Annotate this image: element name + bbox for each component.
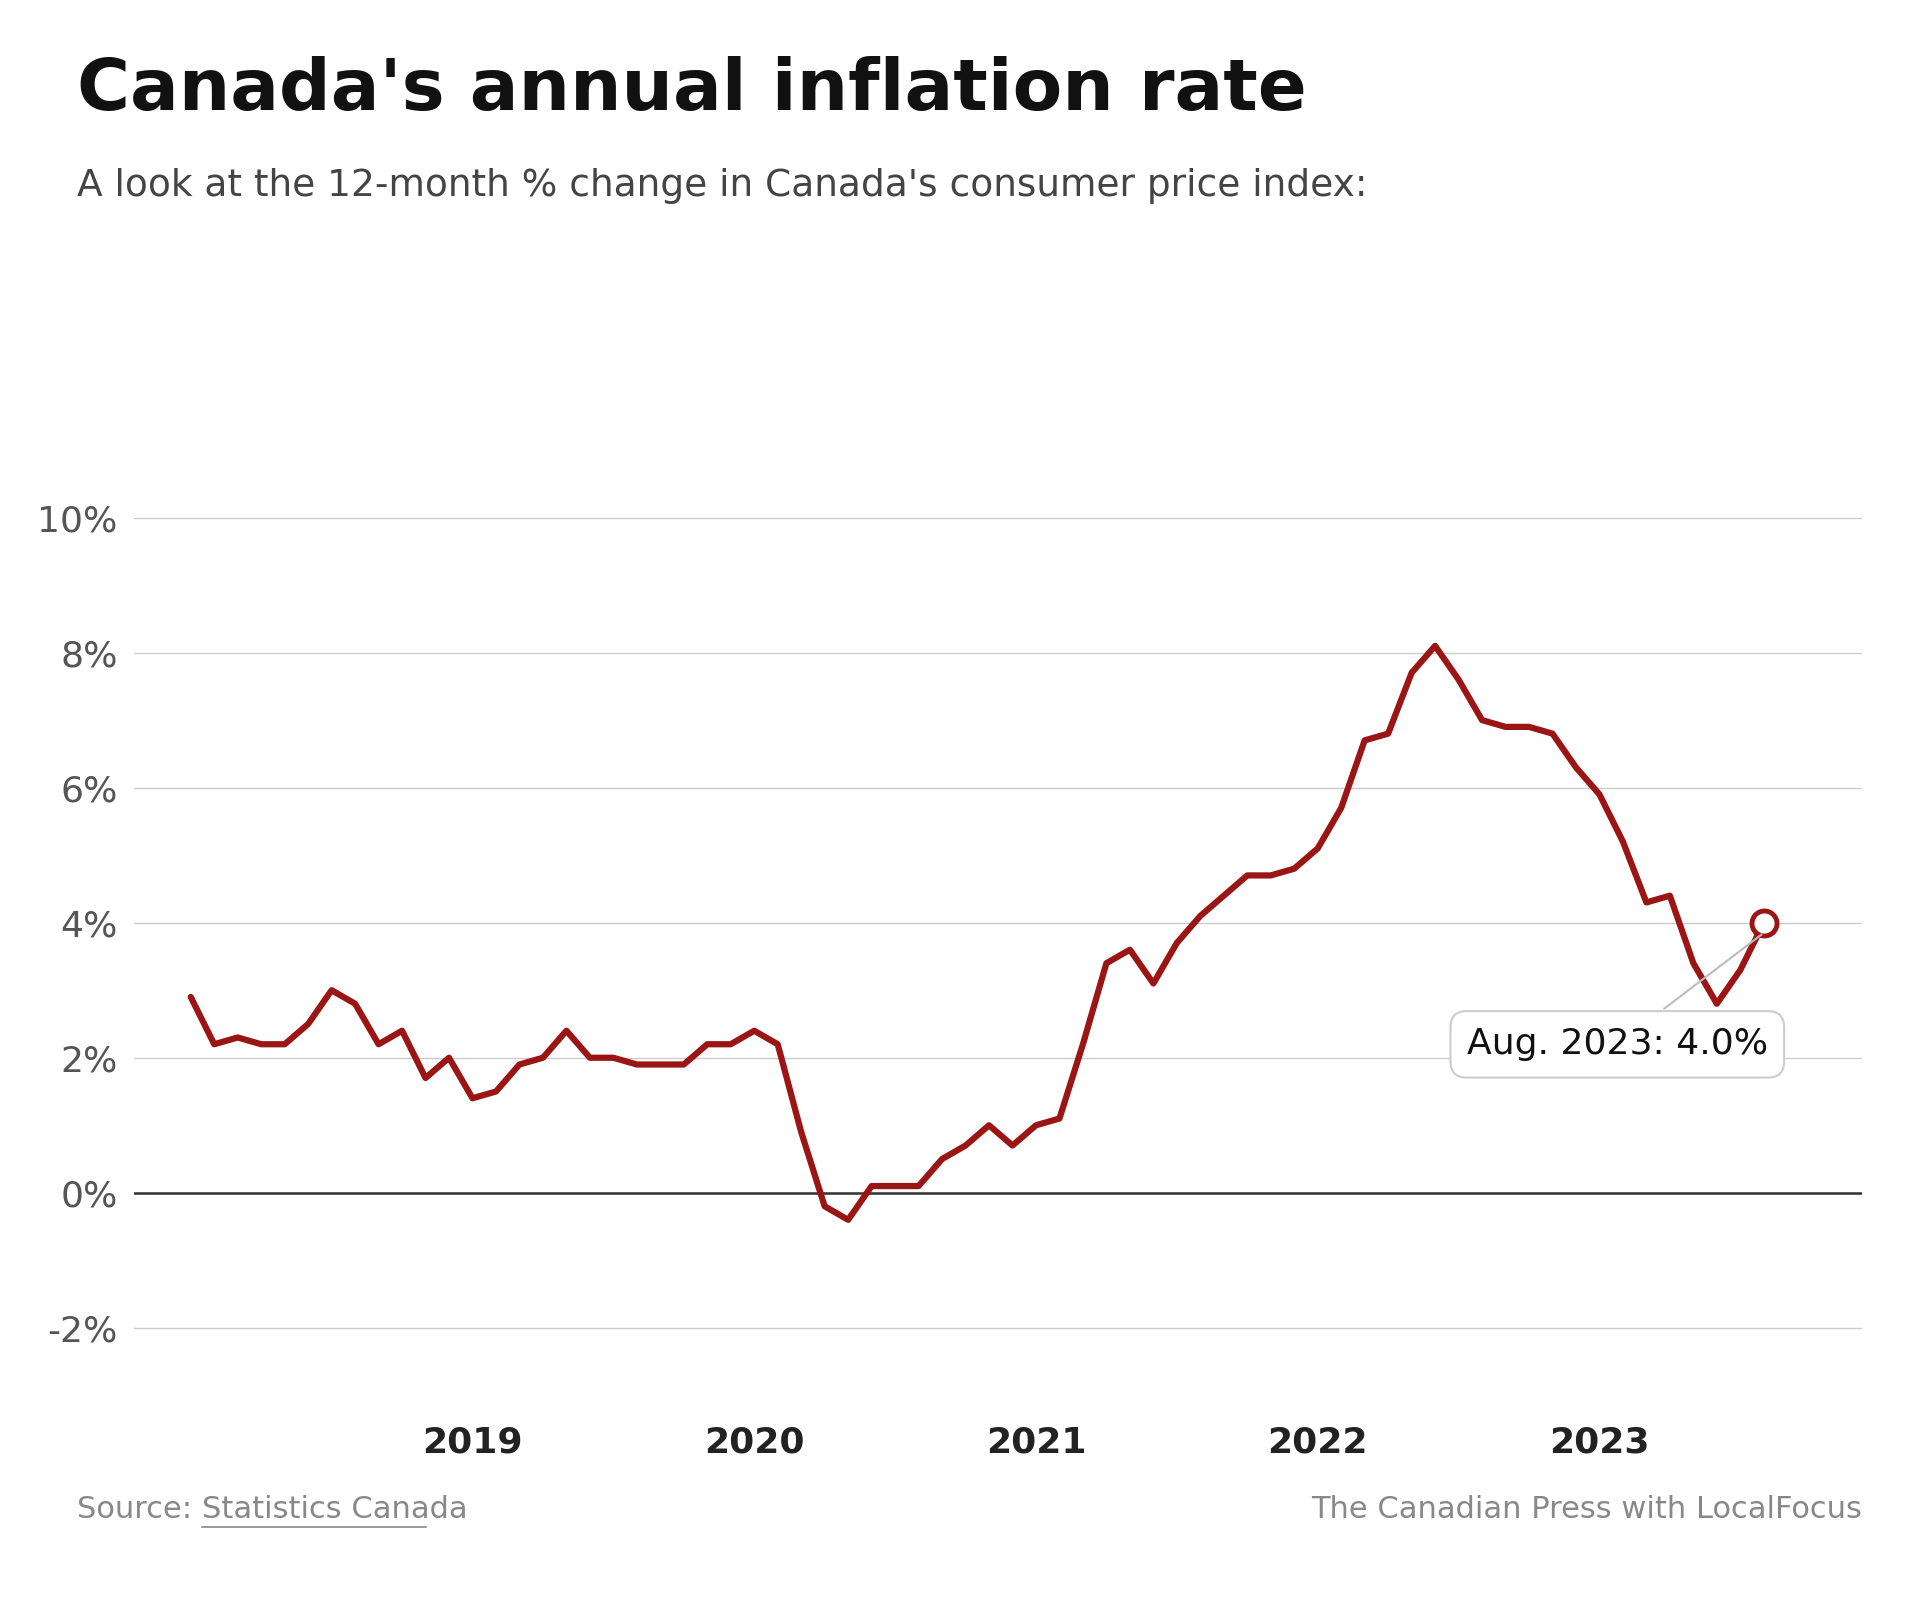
Text: The Canadian Press with LocalFocus: The Canadian Press with LocalFocus xyxy=(1311,1495,1862,1524)
Text: A look at the 12-month % change in Canada's consumer price index:: A look at the 12-month % change in Canad… xyxy=(77,168,1367,203)
Text: Statistics Canada: Statistics Canada xyxy=(202,1495,467,1524)
Text: Canada's annual inflation rate: Canada's annual inflation rate xyxy=(77,56,1306,125)
Text: Aug. 2023: 4.0%: Aug. 2023: 4.0% xyxy=(1467,935,1768,1061)
Text: Source:: Source: xyxy=(77,1495,211,1524)
